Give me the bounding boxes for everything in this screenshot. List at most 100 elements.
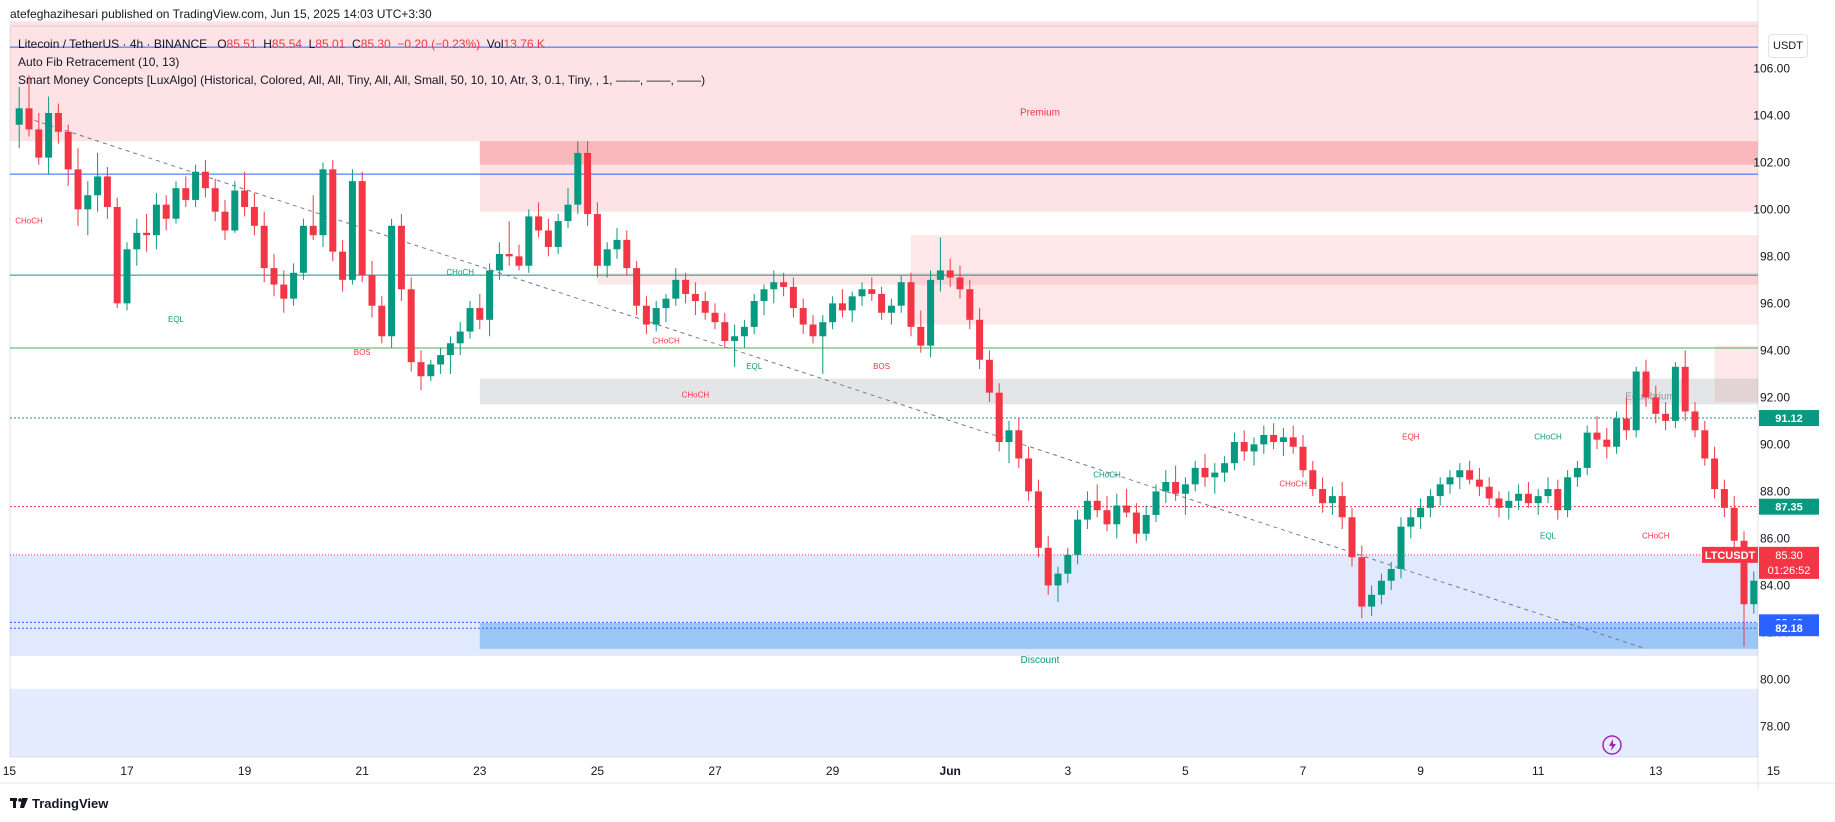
structure-label: CHoCH	[446, 268, 474, 277]
structure-label: CHoCH	[1534, 433, 1562, 442]
candle-body	[1348, 517, 1356, 558]
price-tag	[1759, 410, 1819, 427]
chart-legend: Litecoin / TetherUS · 4h · BINANCE O85.5…	[18, 35, 705, 89]
candle-body	[1446, 477, 1454, 485]
candle-body	[662, 298, 670, 309]
candle-body	[417, 362, 425, 377]
candle-body	[554, 221, 562, 247]
candle-body	[1103, 510, 1111, 525]
structure-label: CHoCH	[1642, 531, 1670, 540]
candle-body	[397, 225, 405, 290]
candle-body	[515, 256, 523, 266]
tv-logo-icon	[10, 797, 28, 808]
structure-label: CHoCH	[652, 336, 680, 345]
candle-body	[84, 195, 92, 210]
candle-body	[309, 225, 317, 236]
candle-body	[838, 303, 846, 311]
candle-body	[1456, 470, 1464, 478]
candle-body	[103, 176, 111, 207]
candle-body	[623, 239, 631, 269]
candle-body	[270, 268, 278, 285]
candle-body	[280, 284, 288, 299]
open-value: 85.51	[226, 37, 257, 51]
candle-body	[1417, 507, 1425, 518]
candle-body	[290, 272, 298, 299]
indicator-fib[interactable]: Auto Fib Retracement (10, 13)	[18, 55, 180, 69]
candle-body	[829, 303, 837, 323]
candle-body	[152, 204, 160, 236]
x-tick-label: 9	[1417, 764, 1424, 778]
candle-body	[1034, 491, 1042, 548]
candle-body	[1593, 432, 1601, 440]
zone-label-discount: Discount	[1021, 655, 1060, 666]
candle-body	[1534, 496, 1542, 504]
candle-body	[1436, 484, 1444, 497]
candle-body	[1407, 517, 1415, 527]
y-tick-label: 92.00	[1760, 390, 1790, 404]
candle-body	[64, 131, 72, 170]
candle-body	[1613, 418, 1621, 447]
candle-body	[887, 305, 895, 313]
indicator-smc[interactable]: Smart Money Concepts [LuxAlgo] (Historic…	[18, 73, 706, 87]
candle-body	[848, 296, 856, 311]
candle-body	[162, 204, 170, 219]
candle-body	[1279, 437, 1287, 443]
y-tick-label: 78.00	[1760, 719, 1790, 733]
candle-body	[1015, 430, 1023, 459]
candle-body	[535, 216, 543, 231]
candle-body	[1368, 594, 1376, 607]
currency-selector[interactable]: USDT	[1768, 34, 1808, 58]
candle-body	[1074, 519, 1082, 555]
candle-body	[927, 279, 935, 346]
x-tick-label: 23	[473, 764, 487, 778]
last-price-tag	[1759, 546, 1819, 579]
high-label: H	[263, 37, 272, 51]
structure-label: CHoCH	[682, 390, 710, 399]
candle-body	[113, 206, 121, 304]
candle-body	[1642, 371, 1650, 398]
close-label: C	[352, 37, 361, 51]
candle-body	[1750, 580, 1758, 605]
candle-body	[1691, 411, 1699, 431]
candle-body	[691, 293, 699, 302]
x-tick-label: 13	[1649, 764, 1663, 778]
structure-label: BOS	[873, 362, 890, 371]
candle-body	[299, 225, 307, 273]
y-tick-label: 80.00	[1760, 672, 1790, 686]
candle-body	[1720, 489, 1728, 508]
candle-body	[1191, 467, 1199, 485]
candle-body	[221, 211, 229, 231]
brand-name: TradingView	[32, 796, 109, 811]
candle-body	[25, 108, 33, 130]
candle-body	[1338, 496, 1346, 518]
candle-body	[1270, 434, 1278, 443]
candle-body	[74, 169, 82, 210]
x-tick-label: 11	[1532, 764, 1545, 778]
candle-body	[133, 232, 141, 250]
candle-body	[1573, 467, 1581, 478]
candle-body	[809, 324, 817, 337]
candle-body	[1475, 479, 1483, 487]
zone-lower-demand	[10, 688, 1758, 757]
candle-body	[329, 169, 337, 252]
candle-body	[878, 293, 886, 313]
candle-body	[123, 249, 131, 304]
structure-label: CHoCH	[15, 216, 43, 225]
candle-body	[1524, 493, 1532, 504]
candle-body	[1358, 557, 1366, 607]
candle-body	[613, 239, 621, 250]
candle-body	[584, 152, 592, 215]
open-label: O	[217, 37, 227, 51]
candle-body	[231, 190, 239, 231]
candle-body	[1603, 439, 1611, 447]
countdown-timer: 01:26:52	[1768, 565, 1811, 577]
candle-body	[750, 301, 758, 327]
tradingview-logo[interactable]: TradingView	[10, 796, 108, 811]
candle-body	[1426, 496, 1434, 508]
x-tick-label: 17	[120, 764, 134, 778]
y-tick-label: 106.00	[1753, 61, 1790, 75]
y-tick-label: 84.00	[1760, 578, 1790, 592]
x-tick-label: 19	[238, 764, 252, 778]
candle-body	[995, 392, 1003, 443]
